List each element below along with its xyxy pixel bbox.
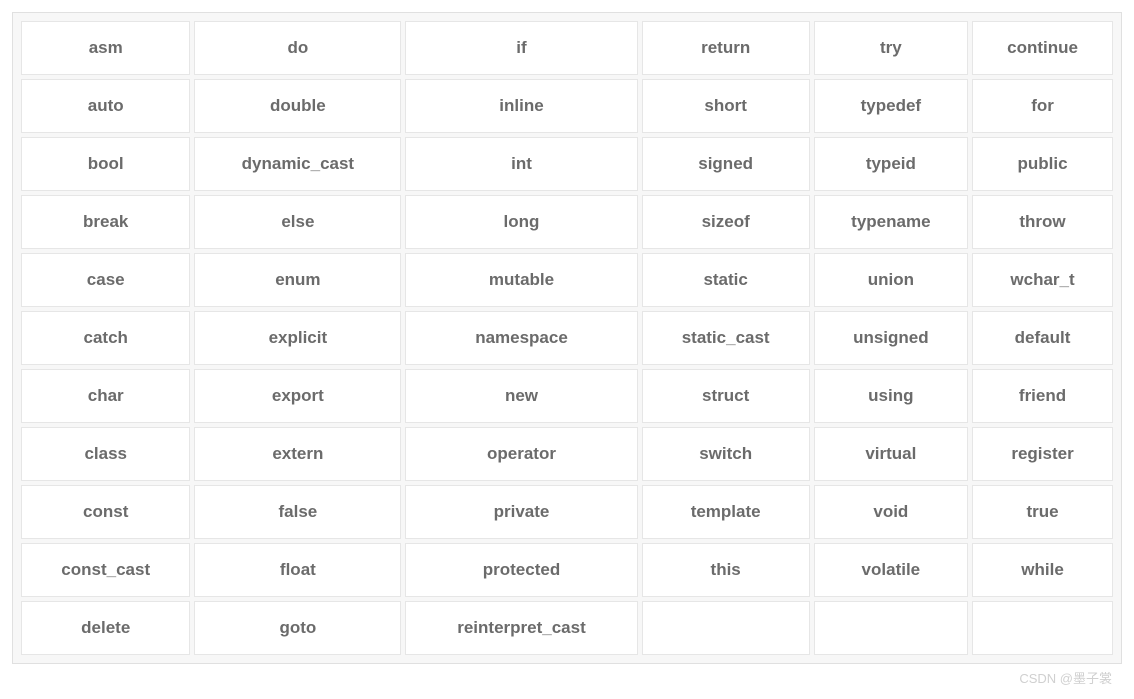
table-cell: signed — [642, 137, 810, 191]
table-cell: return — [642, 21, 810, 75]
table-cell: auto — [21, 79, 190, 133]
table-cell: int — [405, 137, 637, 191]
table-cell: template — [642, 485, 810, 539]
table-cell: goto — [194, 601, 401, 655]
table-cell: catch — [21, 311, 190, 365]
table-cell: long — [405, 195, 637, 249]
table-cell: using — [814, 369, 968, 423]
table-cell: do — [194, 21, 401, 75]
table-cell: const — [21, 485, 190, 539]
keywords-table-container: asmdoifreturntrycontinueautodoubleinline… — [12, 12, 1122, 664]
table-row: deletegotoreinterpret_cast — [21, 601, 1113, 655]
table-cell: namespace — [405, 311, 637, 365]
table-cell: const_cast — [21, 543, 190, 597]
table-cell: reinterpret_cast — [405, 601, 637, 655]
table-cell: unsigned — [814, 311, 968, 365]
table-cell: double — [194, 79, 401, 133]
table-cell: mutable — [405, 253, 637, 307]
table-cell: case — [21, 253, 190, 307]
table-cell: private — [405, 485, 637, 539]
table-cell: char — [21, 369, 190, 423]
table-cell: public — [972, 137, 1113, 191]
table-cell: if — [405, 21, 637, 75]
table-row: asmdoifreturntrycontinue — [21, 21, 1113, 75]
table-cell: while — [972, 543, 1113, 597]
table-cell: throw — [972, 195, 1113, 249]
table-cell: protected — [405, 543, 637, 597]
table-cell: enum — [194, 253, 401, 307]
table-row: breakelselongsizeoftypenamethrow — [21, 195, 1113, 249]
table-cell: bool — [21, 137, 190, 191]
table-cell: else — [194, 195, 401, 249]
table-cell: struct — [642, 369, 810, 423]
table-row: caseenummutablestaticunionwchar_t — [21, 253, 1113, 307]
table-cell: extern — [194, 427, 401, 481]
table-cell: typedef — [814, 79, 968, 133]
table-row: autodoubleinlineshorttypedeffor — [21, 79, 1113, 133]
watermark-text: CSDN @墨子裳 — [12, 668, 1122, 687]
table-cell: this — [642, 543, 810, 597]
table-cell: operator — [405, 427, 637, 481]
table-cell: wchar_t — [972, 253, 1113, 307]
table-cell: typeid — [814, 137, 968, 191]
table-cell: continue — [972, 21, 1113, 75]
table-cell: try — [814, 21, 968, 75]
table-cell: friend — [972, 369, 1113, 423]
table-cell: static — [642, 253, 810, 307]
table-cell: dynamic_cast — [194, 137, 401, 191]
table-row: const_castfloatprotectedthisvolatilewhil… — [21, 543, 1113, 597]
table-row: booldynamic_castintsignedtypeidpublic — [21, 137, 1113, 191]
table-row: constfalseprivatetemplatevoidtrue — [21, 485, 1113, 539]
table-cell: typename — [814, 195, 968, 249]
table-row: classexternoperatorswitchvirtualregister — [21, 427, 1113, 481]
table-cell: default — [972, 311, 1113, 365]
table-row: charexportnewstructusingfriend — [21, 369, 1113, 423]
table-cell: true — [972, 485, 1113, 539]
table-cell: for — [972, 79, 1113, 133]
table-cell — [642, 601, 810, 655]
table-cell: class — [21, 427, 190, 481]
table-cell: new — [405, 369, 637, 423]
table-body: asmdoifreturntrycontinueautodoubleinline… — [21, 21, 1113, 655]
table-cell: inline — [405, 79, 637, 133]
table-cell: volatile — [814, 543, 968, 597]
table-cell: export — [194, 369, 401, 423]
table-cell: float — [194, 543, 401, 597]
table-cell — [972, 601, 1113, 655]
table-cell: void — [814, 485, 968, 539]
table-cell: break — [21, 195, 190, 249]
keywords-table: asmdoifreturntrycontinueautodoubleinline… — [17, 17, 1117, 659]
table-cell — [814, 601, 968, 655]
table-cell: static_cast — [642, 311, 810, 365]
table-row: catchexplicitnamespacestatic_castunsigne… — [21, 311, 1113, 365]
table-cell: asm — [21, 21, 190, 75]
table-cell: union — [814, 253, 968, 307]
table-cell: explicit — [194, 311, 401, 365]
table-cell: delete — [21, 601, 190, 655]
table-cell: switch — [642, 427, 810, 481]
table-cell: virtual — [814, 427, 968, 481]
table-cell: sizeof — [642, 195, 810, 249]
table-cell: short — [642, 79, 810, 133]
table-cell: false — [194, 485, 401, 539]
table-cell: register — [972, 427, 1113, 481]
